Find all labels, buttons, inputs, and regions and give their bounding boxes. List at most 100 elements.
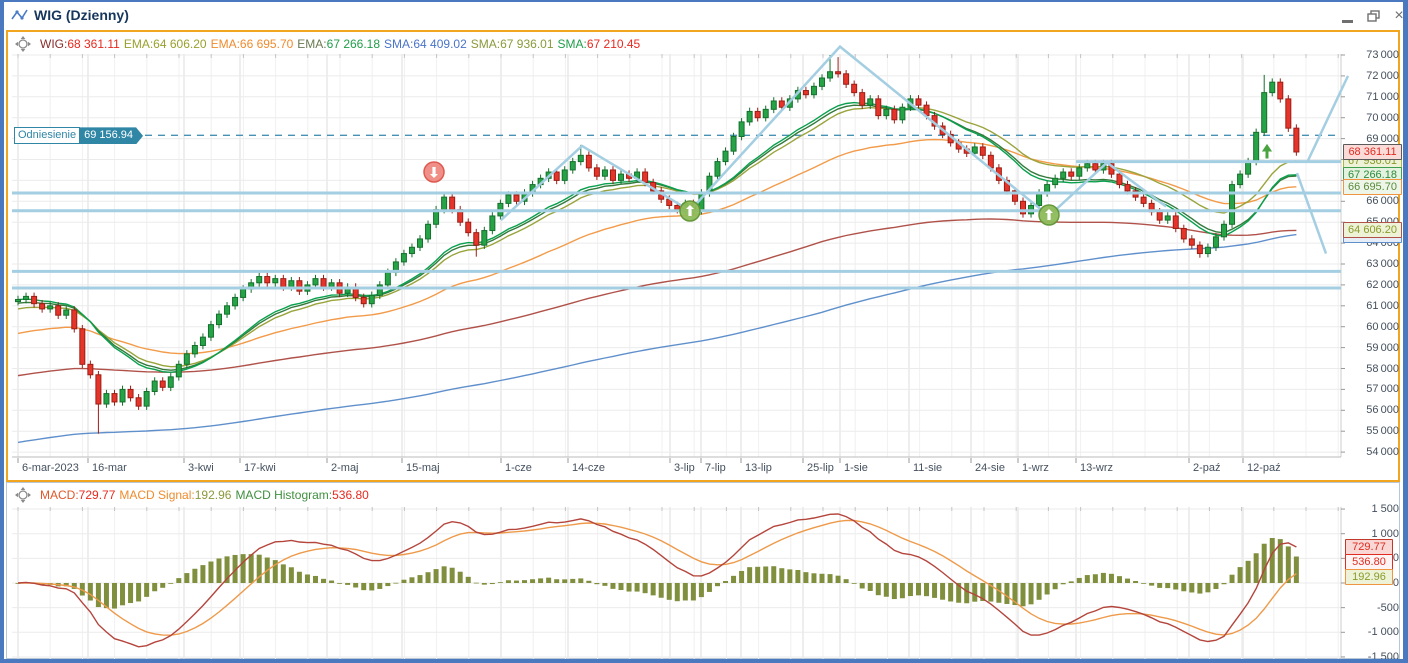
macd-panel[interactable] [6, 482, 1400, 659]
macd-histogram-bar [168, 583, 174, 584]
macd-histogram-bar [304, 574, 310, 583]
macd-histogram-bar [513, 580, 519, 583]
x-axis-label: 15-maj [406, 462, 440, 474]
y-axis-label: 58 000 [1366, 362, 1399, 375]
macd-histogram-bar [956, 583, 962, 603]
macd-histogram-bar [385, 583, 391, 587]
candle-up [417, 238, 423, 248]
candle-up [883, 108, 890, 117]
macd-histogram-bar [1213, 583, 1219, 590]
macd-histogram-bar [594, 583, 600, 585]
candle-up [400, 253, 407, 263]
macd-histogram-bar [650, 583, 656, 596]
ma-line-ema [17, 218, 1297, 377]
macd-histogram-bar [924, 583, 930, 597]
candle-up [15, 299, 21, 303]
macd-histogram-bar [899, 583, 905, 599]
macd-histogram-bar [505, 580, 511, 583]
macd-histogram-bar [1100, 572, 1106, 583]
candle-down [585, 154, 592, 169]
candle-down [159, 380, 166, 388]
macd-histogram-bar [562, 579, 568, 583]
x-axis-label: 14-cze [572, 462, 606, 474]
macd-histogram-bar [1229, 574, 1235, 583]
candle-up [1269, 81, 1276, 94]
y-axis-label: 57 000 [1366, 383, 1399, 396]
candle-up [143, 390, 150, 407]
candle-up [207, 324, 214, 338]
macd-histogram-bar [522, 580, 528, 583]
price-badge: 64 606.20 [1343, 222, 1402, 239]
macd-histogram-bar [642, 583, 648, 594]
candle-down [851, 83, 858, 94]
macd-histogram-bar [851, 583, 857, 584]
y-axis-label: 71 000 [1366, 90, 1399, 103]
candle-down [449, 196, 456, 211]
y-axis-label: 56 000 [1366, 404, 1399, 417]
candle-up [256, 276, 263, 284]
candle-up [1237, 173, 1244, 186]
macd-histogram-bar [192, 568, 198, 583]
candle-up [175, 363, 182, 378]
main-chart-panel[interactable] [6, 30, 1400, 482]
macd-y-axis-label: -1 000 [1367, 626, 1399, 639]
candle-up [827, 71, 834, 79]
macd-histogram-bar [803, 572, 809, 583]
macd-histogram-bar [1221, 583, 1227, 585]
x-axis-label: 3-kwi [188, 462, 214, 474]
macd-histogram-bar [1277, 539, 1283, 583]
x-axis-label: 6-mar-2023 [22, 462, 79, 474]
reference-tag[interactable]: Odniesienie 69 156.94 [14, 127, 143, 145]
main-panel-move-icon[interactable] [14, 35, 32, 53]
candle-down [127, 388, 134, 399]
candle-up [63, 309, 70, 316]
candle-down [135, 397, 142, 407]
main-legend-item: SMA:67 936.01 [470, 37, 554, 51]
candle-down [674, 204, 681, 211]
candle-up [272, 278, 279, 284]
candle-up [770, 100, 777, 110]
macd-histogram-bar [915, 583, 921, 596]
reference-label: Odniesienie [14, 127, 81, 145]
ma-line-sma [17, 104, 1297, 371]
macd-histogram-bar [1052, 583, 1058, 590]
macd-histogram-bar [602, 583, 608, 586]
macd-histogram-bar [353, 583, 359, 588]
candle-up [1261, 92, 1268, 133]
ma-line-sma [17, 106, 1297, 368]
x-axis-label: 1-cze [505, 462, 532, 474]
candle-up [376, 284, 383, 296]
candle-up [1164, 215, 1171, 221]
reference-value: 69 156.94 [79, 127, 143, 144]
candle-down [1140, 196, 1147, 204]
macd-panel-move-icon[interactable] [14, 486, 32, 504]
chart-canvas[interactable] [4, 2, 1408, 663]
macd-legend: MACD:729.77 MACD Signal:192.96 MACD Histog… [40, 488, 373, 502]
macd-histogram-bar [706, 583, 712, 592]
candle-up [899, 106, 906, 121]
candle-up [1253, 131, 1260, 163]
candle-up [867, 98, 874, 106]
candle-up [1221, 223, 1227, 238]
x-axis-label: 13-lip [745, 462, 772, 474]
restore-button[interactable] [1366, 8, 1384, 24]
macd-histogram-bar [940, 583, 946, 600]
macd-histogram-bar [787, 569, 793, 583]
y-axis-label: 59 000 [1366, 341, 1399, 354]
close-button[interactable]: × [1394, 7, 1404, 24]
chart-line-icon [11, 9, 28, 20]
minimize-button[interactable] [1342, 12, 1360, 28]
candle-down [1180, 227, 1187, 240]
macd-histogram-bar [473, 582, 479, 584]
macd-legend-item: MACD Signal:192.96 [119, 488, 232, 502]
candle-down [1188, 238, 1195, 246]
macd-value-badge: 192.96 [1345, 569, 1393, 586]
macd-histogram-bar [136, 583, 142, 602]
candle-up [971, 146, 978, 154]
macd-histogram-bar [1237, 567, 1243, 583]
macd-histogram-bar [1108, 573, 1114, 583]
candle-up [577, 154, 584, 163]
candle-down [1196, 244, 1203, 255]
macd-histogram-bar [674, 583, 680, 602]
